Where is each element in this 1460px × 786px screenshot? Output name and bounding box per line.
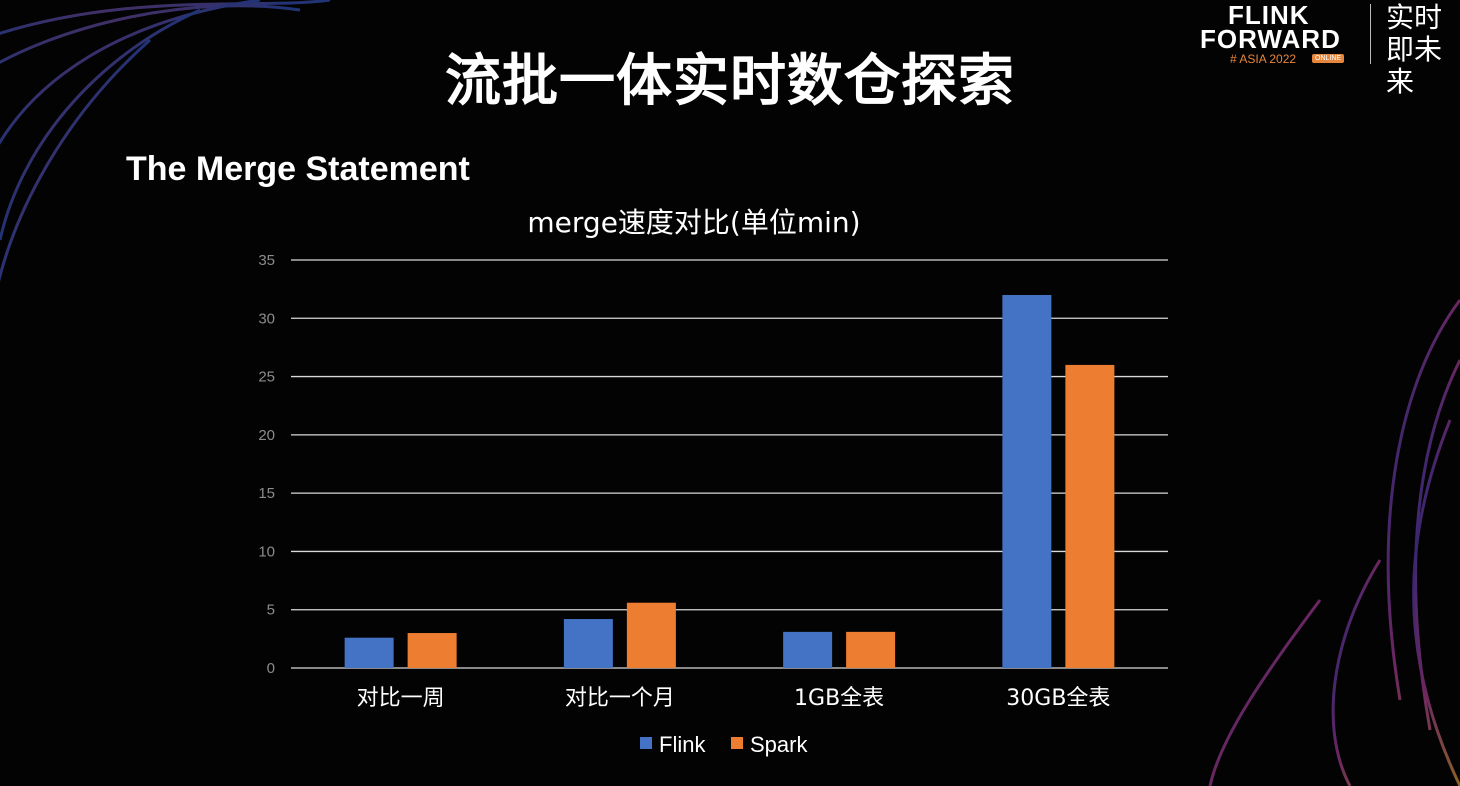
bar-spark-1 <box>626 602 676 668</box>
bar-spark-0 <box>407 633 457 668</box>
bar-flink-3 <box>1002 294 1052 668</box>
y-tick-label: 25 <box>258 369 275 386</box>
bar-flink-2 <box>783 631 833 668</box>
y-tick-label: 15 <box>258 485 275 502</box>
bar-flink-1 <box>563 619 613 668</box>
logo-divider <box>1370 4 1371 64</box>
legend-label-flink: Flink <box>659 732 706 757</box>
slide-title: 流批一体实时数仓探索 <box>445 49 1015 114</box>
y-tick-label: 0 <box>267 660 275 677</box>
x-tick-label: 30GB全表 <box>1006 686 1110 711</box>
legend: Flink Spark <box>640 732 808 757</box>
legend-label-spark: Spark <box>750 732 808 757</box>
logo-online-badge: ONLINE <box>1312 54 1345 63</box>
legend-swatch-spark <box>731 737 743 749</box>
y-tick-label: 20 <box>258 427 275 444</box>
x-axis-ticks: 对比一周 对比一个月 1GB全表 30GB全表 <box>357 686 1111 711</box>
bars <box>344 294 1115 668</box>
y-tick-label: 35 <box>258 252 275 269</box>
flink-forward-logo: FLINK FORWARD # ASIA 2022 ONLINE 实时即未来 <box>1196 0 1460 98</box>
legend-swatch-flink <box>640 737 652 749</box>
x-tick-label: 对比一周 <box>357 686 445 711</box>
bar-spark-3 <box>1065 364 1115 668</box>
y-tick-label: 5 <box>267 602 275 619</box>
bar-spark-2 <box>846 631 896 668</box>
y-axis-ticks: 0 5 10 15 20 25 30 35 <box>258 252 275 677</box>
logo-text-forward: FORWARD <box>1200 24 1341 54</box>
y-tick-label: 30 <box>258 310 275 327</box>
x-tick-label: 1GB全表 <box>794 686 884 711</box>
logo-text-asia: # ASIA 2022 <box>1230 52 1297 66</box>
chart-title: merge速度对比(单位min) <box>527 206 860 239</box>
slide-subtitle: The Merge Statement <box>126 150 470 188</box>
bar-flink-0 <box>344 637 394 668</box>
logo-slogan: 实时即未来 <box>1386 1 1443 98</box>
y-tick-label: 10 <box>258 543 275 560</box>
logo-text-flink: FLINK <box>1228 0 1310 30</box>
x-tick-label: 对比一个月 <box>565 686 675 711</box>
